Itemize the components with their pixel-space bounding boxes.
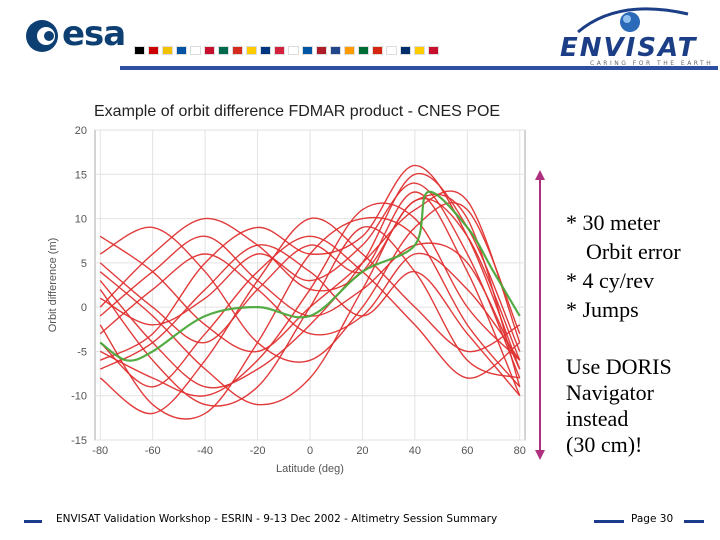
series-line bbox=[99, 190, 521, 353]
member-flag bbox=[358, 46, 369, 55]
page-number: Page 30 bbox=[631, 513, 674, 525]
note-line-1: Use DORIS bbox=[566, 354, 672, 379]
finding-jumps: * Jumps bbox=[566, 297, 639, 322]
y-tick-label: 20 bbox=[75, 125, 87, 137]
envisat-logo-text: ENVISAT bbox=[560, 33, 698, 63]
x-axis-label: Latitude (deg) bbox=[276, 463, 344, 475]
series-line bbox=[99, 164, 521, 370]
note-line-3: instead bbox=[566, 406, 629, 431]
x-tick-label: 40 bbox=[409, 445, 421, 457]
finding-frequency: * 4 cy/rev bbox=[566, 268, 654, 293]
finding-error-size: * 30 meter bbox=[566, 210, 661, 235]
series-line bbox=[99, 244, 521, 397]
footer-bar bbox=[24, 511, 704, 531]
note-line-2: Navigator bbox=[566, 380, 654, 405]
x-tick-label: 80 bbox=[514, 445, 526, 457]
header-accent-line bbox=[120, 66, 718, 70]
y-tick-label: 0 bbox=[81, 302, 87, 314]
member-flag bbox=[372, 46, 383, 55]
series-line bbox=[99, 217, 521, 415]
member-flag bbox=[148, 46, 159, 55]
member-flag bbox=[400, 46, 411, 55]
x-tick-label: 20 bbox=[356, 445, 368, 457]
x-tick-label: 60 bbox=[461, 445, 473, 457]
y-tick-label: -10 bbox=[71, 391, 87, 403]
member-flag bbox=[246, 46, 257, 55]
series-line bbox=[99, 202, 521, 397]
y-tick-label: -15 bbox=[71, 435, 87, 447]
x-tick-label: 0 bbox=[307, 445, 313, 457]
footer-rule-middle bbox=[594, 520, 624, 523]
envisat-tagline: CARING FOR THE EARTH bbox=[590, 60, 714, 67]
key-findings-list: * 30 meter Orbit error * 4 cy/rev * Jump… bbox=[566, 208, 681, 324]
recommendation-note: Use DORIS Navigator instead (30 cm)! bbox=[566, 354, 672, 458]
member-flag bbox=[274, 46, 285, 55]
member-flag bbox=[344, 46, 355, 55]
member-flag bbox=[428, 46, 439, 55]
x-tick-label: -80 bbox=[92, 445, 108, 457]
member-flag bbox=[218, 46, 229, 55]
series-line bbox=[99, 197, 521, 406]
envisat-logo bbox=[548, 4, 718, 66]
member-flag bbox=[134, 46, 145, 55]
x-tick-label: -60 bbox=[145, 445, 161, 457]
esa-emblem-icon bbox=[26, 20, 58, 52]
member-flag bbox=[414, 46, 425, 55]
member-flag bbox=[302, 46, 313, 55]
finding-error-label: Orbit error bbox=[586, 239, 681, 264]
envisat-swoosh-icon bbox=[577, 7, 689, 34]
series-line bbox=[99, 191, 521, 396]
x-tick-label: -40 bbox=[197, 445, 213, 457]
member-flag bbox=[176, 46, 187, 55]
series-line bbox=[99, 202, 521, 363]
orbit-difference-chart: -80 -60 -40 -20 0 20 40 60 80 -15 -10 -5 0 5 10 15 20 Lat… bbox=[47, 125, 526, 475]
series-line bbox=[99, 172, 521, 389]
member-flag bbox=[190, 46, 201, 55]
y-tick-label: 5 bbox=[81, 258, 87, 270]
member-flag bbox=[162, 46, 173, 55]
y-tick-label: 15 bbox=[75, 169, 87, 181]
y-axis-label: Orbit difference (m) bbox=[47, 238, 59, 333]
series-line bbox=[99, 190, 521, 362]
esa-logo bbox=[22, 14, 312, 64]
footer-caption: ENVISAT Validation Workshop - ESRIN - 9-… bbox=[56, 513, 498, 525]
member-flag bbox=[316, 46, 327, 55]
x-tick-label: -20 bbox=[250, 445, 266, 457]
member-flag bbox=[386, 46, 397, 55]
footer-rule-right bbox=[684, 520, 704, 523]
member-flag bbox=[204, 46, 215, 55]
member-flag bbox=[330, 46, 341, 55]
note-line-4: (30 cm)! bbox=[566, 432, 643, 457]
member-flag bbox=[288, 46, 299, 55]
member-flag bbox=[260, 46, 271, 55]
esa-logo-text: esa bbox=[62, 14, 126, 54]
range-arrow-icon bbox=[535, 170, 545, 460]
y-tick-label: 10 bbox=[75, 214, 87, 226]
chart-title: Example of orbit difference FDMAR produc… bbox=[94, 103, 501, 120]
member-flag bbox=[232, 46, 243, 55]
footer-rule-left bbox=[24, 520, 42, 523]
member-flags bbox=[134, 46, 439, 55]
series-line bbox=[99, 252, 521, 361]
series-line bbox=[99, 193, 521, 388]
y-tick-label: -5 bbox=[77, 346, 87, 358]
